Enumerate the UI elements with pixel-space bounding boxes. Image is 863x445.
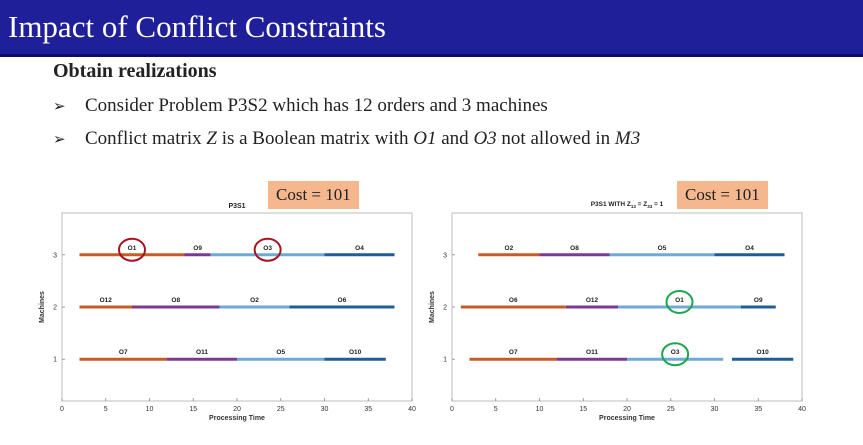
task-label: O5 [276, 349, 285, 356]
task-label: O4 [745, 245, 754, 252]
x-tick-label: 15 [189, 406, 197, 413]
task-label: O11 [586, 349, 598, 356]
y-tick-label: 2 [53, 305, 57, 312]
y-tick-label: 1 [53, 357, 57, 364]
task-label: O9 [754, 297, 763, 304]
chart-title: P3S1 WITH Z13 = Z33 = 1 [591, 201, 664, 209]
x-tick-label: 35 [364, 406, 372, 413]
task-label: O6 [509, 297, 518, 304]
slide-title: Impact of Conflict Constraints [8, 9, 386, 44]
x-tick-label: 15 [579, 406, 587, 413]
bullet-2-text-part: O3 [473, 128, 497, 149]
cost-badge-right: Cost = 101 [677, 181, 768, 209]
x-tick-label: 40 [798, 406, 806, 413]
bullet-2-text-part: O1 [413, 128, 437, 149]
x-tick-label: 35 [754, 406, 762, 413]
chart-title-part: P3S1 WITH Z [591, 201, 631, 208]
bullet-2-text-part: M3 [614, 128, 641, 149]
task-label: O4 [355, 245, 364, 252]
x-tick-label: 40 [408, 406, 416, 413]
bullet-2-text-part: Conflict matrix [85, 128, 207, 149]
x-tick-label: 25 [277, 406, 285, 413]
cost-badge-left: Cost = 101 [268, 181, 359, 209]
task-label: O6 [338, 297, 347, 304]
bullet-1-text: Consider Problem P3S2 which has 12 order… [85, 95, 548, 116]
task-label: O2 [250, 297, 259, 304]
task-label: O12 [586, 297, 599, 304]
task-label: O1 [128, 245, 137, 252]
task-label: O10 [349, 349, 362, 356]
chart-title-part: 13 [631, 204, 637, 209]
y-tick-label: 3 [53, 252, 57, 259]
y-tick-label: 1 [443, 357, 447, 364]
x-axis-label: Processing Time [599, 415, 655, 422]
chart-title-part: 33 [647, 204, 653, 209]
highlight-circle [665, 290, 694, 314]
bullet-2-text-part: is a Boolean matrix with [216, 128, 414, 149]
task-label: O5 [658, 245, 667, 252]
y-axis-label: Machines [39, 291, 46, 323]
task-label: O3 [263, 245, 272, 252]
x-tick-label: 30 [711, 406, 719, 413]
task-label: O8 [570, 245, 579, 252]
chart-title: P3S1 [228, 203, 245, 210]
y-tick-label: 3 [443, 252, 447, 259]
slide-subtitle: Obtain realizations [53, 60, 217, 82]
y-tick-label: 2 [443, 305, 447, 312]
arrow-bullet-icon: ➢ [53, 97, 66, 115]
x-tick-label: 10 [146, 406, 154, 413]
task-label: O3 [671, 349, 680, 356]
chart-title-part: = 1 [652, 201, 663, 208]
highlight-circle [118, 237, 146, 262]
x-tick-label: 5 [494, 406, 498, 413]
x-tick-label: 0 [450, 406, 454, 413]
bullet-2-text-part: and [436, 128, 474, 149]
task-label: O2 [505, 245, 514, 252]
task-label: O8 [171, 297, 180, 304]
y-axis-label: Machines [429, 291, 436, 323]
chart-title-part: = Z [636, 201, 647, 208]
bullet-item-1: ➢ Consider Problem P3S2 which has 12 orde… [53, 95, 548, 117]
bullet-2-text-part: Z [206, 128, 217, 149]
task-label: O7 [509, 349, 518, 356]
x-axis-label: Processing Time [209, 415, 265, 422]
x-tick-label: 10 [536, 406, 544, 413]
x-tick-label: 20 [233, 406, 241, 413]
x-tick-label: 20 [623, 406, 631, 413]
x-tick-label: 30 [321, 406, 329, 413]
task-label: O11 [196, 349, 208, 356]
task-label: O1 [675, 297, 684, 304]
highlight-circle [253, 237, 282, 262]
arrow-bullet-icon: ➢ [53, 130, 66, 148]
task-label: O12 [100, 297, 113, 304]
bullet-2-text-part: not allowed in [496, 128, 615, 149]
gantt-chart-right: P3S1 WITH Z13 = Z33 = 10 5 10 15 20 25 30 35 401… [429, 201, 806, 422]
x-tick-label: 0 [60, 406, 64, 413]
title-bar: Impact of Conflict Constraints [0, 0, 863, 57]
task-label: O7 [119, 349, 128, 356]
gantt-chart-left: P3S1 0 5 10 15 20 25 30 35 40 1 2 3 Processing Time Ma… [39, 203, 416, 422]
task-label: O9 [193, 245, 202, 252]
x-tick-label: 5 [104, 406, 108, 413]
x-tick-label: 25 [667, 406, 675, 413]
task-label: O10 [756, 349, 769, 356]
highlight-circle [661, 342, 690, 367]
bullet-item-2: ➢ Conflict matrix Z is a Boolean matrix w… [53, 128, 640, 150]
